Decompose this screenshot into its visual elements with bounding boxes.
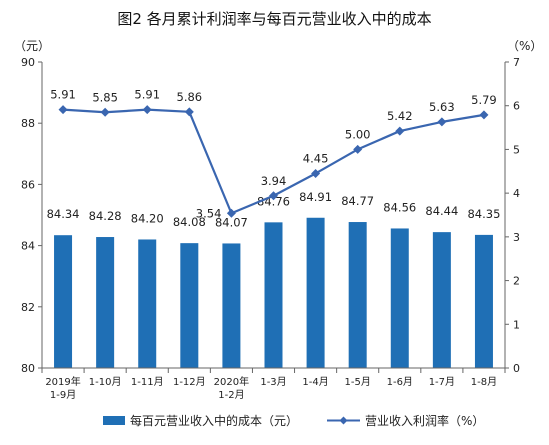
category-label: 1-3月 — [260, 376, 286, 388]
bar — [264, 222, 283, 368]
bar — [96, 237, 115, 368]
bar-series — [54, 217, 493, 368]
line-data-label: 3.94 — [261, 174, 287, 188]
bar-data-label: 84.76 — [257, 194, 290, 208]
line-data-label: 3.54 — [196, 206, 222, 220]
bar-data-label: 84.34 — [47, 207, 80, 221]
line-data-label: 5.86 — [177, 90, 203, 104]
right-tick-label: 3 — [513, 231, 520, 244]
left-tick-label: 88 — [21, 117, 35, 130]
line-point — [437, 117, 447, 127]
legend-bar-label: 每百元营业收入中的成本（元） — [130, 413, 298, 428]
left-tick-label: 90 — [21, 56, 35, 69]
bar — [390, 228, 409, 368]
line-data-label: 5.63 — [429, 100, 455, 114]
right-axis-ticks: 0 1 2 3 4 5 6 7 — [505, 56, 520, 375]
line-series — [58, 105, 489, 218]
category-label: 1-11月 — [131, 376, 164, 388]
bar-data-label: 84.35 — [467, 207, 500, 221]
category-label: 2020年 — [214, 375, 249, 388]
chart-title: 图2 各月累计利润率与每百元营业收入中的成本 — [117, 10, 431, 28]
line-data-labels: 5.91 5.85 5.91 5.86 3.54 3.94 4.45 5.00 5.42 5.63… — [50, 88, 497, 221]
bar — [222, 243, 241, 368]
bar — [474, 234, 493, 368]
legend-bar-swatch — [103, 416, 125, 425]
category-label: 1-5月 — [345, 376, 371, 388]
right-tick-label: 0 — [513, 362, 520, 375]
line-point — [311, 168, 321, 178]
right-tick-label: 6 — [513, 100, 520, 113]
category-label: 1-12月 — [173, 376, 206, 388]
category-label: 2019年 — [45, 375, 80, 388]
right-tick-label: 4 — [513, 187, 520, 200]
right-tick-label: 1 — [513, 318, 520, 331]
axes — [41, 62, 506, 373]
bar — [138, 239, 157, 368]
bar-data-label: 84.44 — [425, 204, 458, 218]
category-label: 1-7月 — [429, 376, 455, 388]
line-data-label: 5.91 — [134, 88, 160, 102]
line-point — [353, 144, 363, 154]
category-label: 1-2月 — [218, 389, 244, 401]
bar-data-labels: 84.34 84.28 84.20 84.08 84.07 84.76 84.91 84.77… — [47, 190, 501, 230]
line-data-label: 4.45 — [303, 151, 329, 165]
left-tick-label: 84 — [21, 240, 35, 253]
category-label: 1-6月 — [387, 376, 413, 388]
bar — [348, 222, 367, 368]
bar-data-label: 84.91 — [299, 190, 332, 204]
left-tick-label: 86 — [21, 178, 35, 191]
category-label: 1-8月 — [471, 376, 497, 388]
left-axis-ticks: 80 82 84 86 88 90 — [21, 56, 42, 375]
line-point — [184, 107, 194, 117]
left-tick-label: 80 — [21, 362, 35, 375]
right-axis-unit: （%） — [507, 39, 542, 53]
line-point — [100, 107, 110, 117]
line-point — [142, 105, 152, 115]
bar — [432, 232, 451, 368]
bar — [306, 217, 325, 368]
bar — [54, 235, 73, 368]
legend-line-label: 营业收入利润率（%） — [365, 413, 484, 428]
bar-data-label: 84.07 — [215, 215, 248, 229]
line-data-label: 5.85 — [92, 90, 118, 104]
line-point — [226, 208, 236, 218]
category-label: 1-10月 — [89, 376, 122, 388]
line-point — [58, 105, 68, 115]
line-data-label: 5.00 — [345, 127, 371, 141]
right-tick-label: 5 — [513, 143, 520, 156]
category-label: 1-9月 — [50, 389, 76, 401]
left-axis-unit: （元） — [14, 39, 50, 53]
line-point — [269, 191, 278, 201]
line-point — [479, 110, 489, 120]
category-label: 1-4月 — [302, 376, 328, 388]
bar — [180, 243, 199, 368]
bar-data-label: 84.56 — [383, 200, 416, 214]
bar-data-label: 84.28 — [89, 209, 122, 223]
line-data-label: 5.42 — [387, 109, 413, 123]
line-point — [395, 126, 405, 136]
line-data-label: 5.91 — [50, 88, 76, 102]
bar-data-label: 84.20 — [131, 211, 164, 225]
bar-data-label: 84.08 — [173, 215, 206, 229]
right-tick-label: 2 — [513, 275, 520, 288]
bar-data-label: 84.77 — [341, 194, 374, 208]
line-data-label: 5.79 — [471, 93, 497, 107]
legend-line-marker — [339, 416, 348, 425]
left-tick-label: 82 — [21, 301, 35, 314]
right-tick-label: 7 — [513, 56, 520, 69]
legend: 每百元营业收入中的成本（元） 营业收入利润率（%） — [103, 413, 484, 428]
